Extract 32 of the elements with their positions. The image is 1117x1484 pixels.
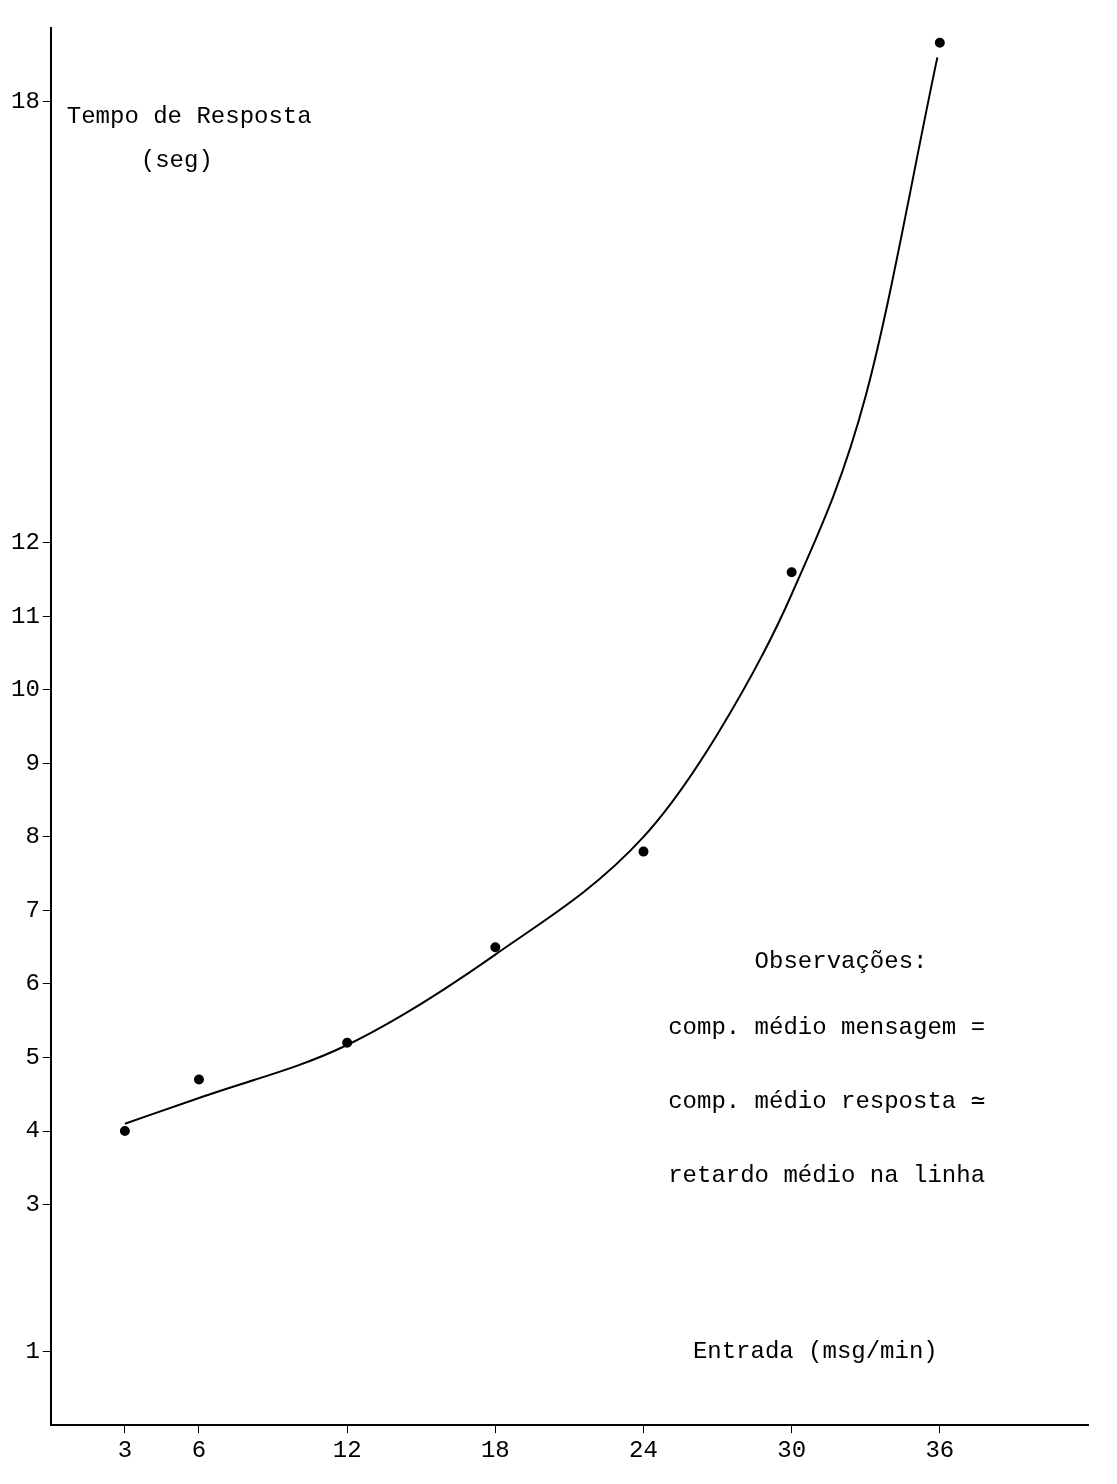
annotation: retardo médio na linha bbox=[668, 1161, 986, 1189]
x-tick-label: 18 bbox=[480, 1436, 510, 1464]
y-tick-label: 1 bbox=[25, 1338, 40, 1366]
y-tick-label: 11 bbox=[10, 602, 40, 630]
x-tick-label: 36 bbox=[925, 1436, 955, 1464]
point bbox=[342, 1037, 353, 1048]
x-tick-label: 6 bbox=[191, 1436, 207, 1464]
point bbox=[934, 37, 945, 48]
y-tick-label: 9 bbox=[25, 749, 40, 777]
point bbox=[193, 1074, 204, 1085]
x-tick-label: 12 bbox=[332, 1436, 362, 1464]
annotation: comp. médio resposta ≃ bbox=[668, 1088, 986, 1115]
y-axis-title: Tempo de Resposta (seg) bbox=[66, 102, 312, 174]
y-tick-label: 10 bbox=[10, 676, 40, 704]
x-tick-label: 3 bbox=[117, 1436, 133, 1464]
point bbox=[490, 942, 501, 953]
y-tick-label: 12 bbox=[10, 529, 40, 557]
point bbox=[119, 1126, 130, 1137]
point bbox=[786, 567, 797, 578]
y-tick-label: 18 bbox=[10, 87, 40, 115]
y-tick-label: 8 bbox=[25, 823, 40, 851]
y-tick-label: 6 bbox=[25, 970, 40, 998]
y-tick-label: 3 bbox=[25, 1190, 40, 1218]
y-tick-label: 4 bbox=[25, 1117, 40, 1145]
y-tick-label: 7 bbox=[25, 896, 40, 924]
point bbox=[638, 846, 649, 857]
x-tick-label: 24 bbox=[629, 1436, 658, 1464]
x-axis-title: Entrada (msg/min) bbox=[692, 1338, 938, 1366]
annotation: Observações: bbox=[754, 948, 928, 976]
annotation: comp. médio mensagem = bbox=[668, 1014, 986, 1042]
y-tick-label: 5 bbox=[25, 1043, 40, 1071]
x-tick-label: 30 bbox=[777, 1436, 807, 1464]
